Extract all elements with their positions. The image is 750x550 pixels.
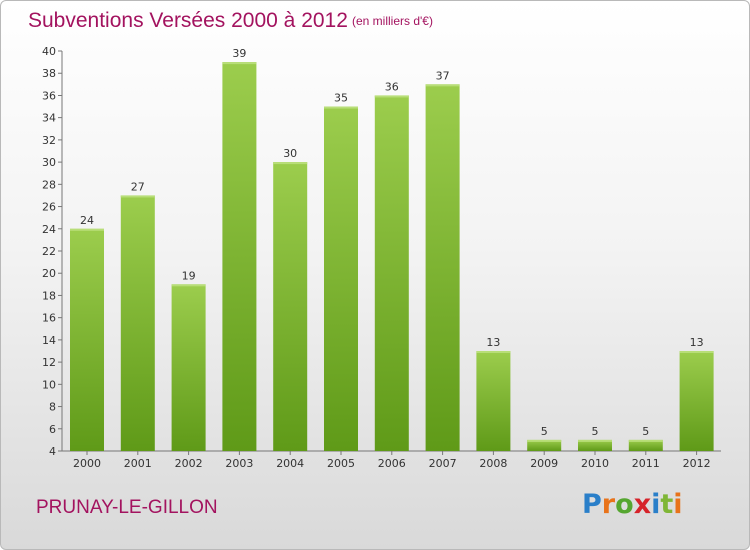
- logo-letter: i: [651, 489, 661, 520]
- bar-highlight: [425, 84, 460, 87]
- y-tick-label: 26: [42, 201, 56, 214]
- x-tick-label: 2006: [378, 457, 406, 470]
- chart-title: Subventions Versées 2000 à 2012: [28, 9, 348, 32]
- logo-letter: P: [582, 489, 602, 520]
- bar-highlight: [70, 228, 104, 231]
- bar-value-label: 39: [232, 47, 246, 60]
- logo-letter: x: [633, 489, 652, 520]
- bar-2003: [222, 62, 257, 451]
- y-tick-label: 32: [42, 134, 56, 147]
- x-tick-label: 2008: [479, 457, 507, 470]
- bar-highlight: [679, 351, 714, 353]
- bar-2010: [578, 439, 612, 451]
- y-tick-label: 36: [42, 89, 56, 102]
- bar-highlight: [171, 284, 206, 287]
- bar-highlight: [324, 106, 358, 109]
- logo-letter: t: [660, 489, 674, 520]
- y-tick-label: 22: [42, 245, 56, 258]
- bar-value-label: 19: [182, 269, 196, 282]
- y-tick-label: 10: [42, 378, 56, 391]
- x-tick-label: 2007: [429, 457, 457, 470]
- bar-highlight: [527, 439, 562, 442]
- bar-highlight: [222, 62, 257, 65]
- x-tick-label: 2010: [581, 457, 609, 470]
- bar-value-label: 24: [80, 214, 94, 227]
- bar-value-label: 5: [642, 425, 649, 438]
- y-tick-label: 16: [42, 312, 56, 325]
- y-tick-label: 30: [42, 156, 56, 169]
- x-tick-label: 2012: [683, 457, 711, 470]
- y-tick-label: 12: [42, 356, 56, 369]
- bar-highlight: [578, 439, 612, 442]
- bar-highlight: [273, 162, 308, 165]
- x-tick-label: 2002: [175, 457, 203, 470]
- chart-bars: [70, 62, 714, 452]
- bar-2009: [527, 439, 562, 451]
- chart-subtitle: (en milliers d'€): [352, 14, 433, 28]
- bar-value-label: 36: [385, 80, 399, 93]
- bar-highlight: [374, 95, 409, 98]
- bar-value-label: 37: [436, 69, 450, 82]
- bar-value-label: 5: [541, 425, 548, 438]
- bar-2005: [324, 106, 358, 452]
- logo-letter: i: [673, 489, 683, 520]
- y-tick-label: 28: [42, 178, 56, 191]
- bar-2006: [374, 95, 409, 451]
- bar-highlight: [628, 439, 663, 442]
- bar-2004: [273, 162, 308, 451]
- x-tick-label: 2001: [124, 457, 152, 470]
- bar-2000: [70, 228, 104, 451]
- y-tick-label: 24: [42, 223, 56, 236]
- x-tick-label: 2000: [73, 457, 101, 470]
- y-tick-label: 6: [49, 423, 56, 436]
- x-tick-label: 2003: [225, 457, 253, 470]
- y-tick-label: 34: [42, 112, 56, 125]
- x-tick-label: 2009: [530, 457, 558, 470]
- y-tick-label: 8: [49, 401, 56, 414]
- bar-2001: [120, 195, 155, 451]
- chart-labels: 24 2000 27 2001 19 2002 39 2003 30 2004 35 2005 36 20…: [73, 47, 711, 470]
- commune-name: PRUNAY-LE-GILLON: [36, 497, 218, 518]
- x-tick-label: 2005: [327, 457, 355, 470]
- proxiti-logo: Proxiti: [582, 489, 683, 520]
- bar-2002: [171, 284, 206, 451]
- bar-value-label: 13: [690, 336, 704, 349]
- bar-2012: [679, 351, 714, 451]
- bar-2007: [425, 84, 460, 451]
- y-tick-label: 40: [42, 45, 56, 58]
- bar-2011: [628, 439, 663, 451]
- y-tick-label: 38: [42, 67, 56, 80]
- bar-value-label: 5: [592, 425, 599, 438]
- bar-value-label: 13: [486, 336, 500, 349]
- bar-value-label: 27: [131, 180, 145, 193]
- y-tick-label: 18: [42, 289, 56, 302]
- x-tick-label: 2004: [276, 457, 304, 470]
- y-tick-label: 14: [42, 334, 56, 347]
- bar-highlight: [120, 195, 155, 198]
- bar-value-label: 30: [283, 147, 297, 160]
- y-tick-label: 4: [49, 445, 56, 458]
- y-tick-label: 20: [42, 267, 56, 280]
- bar-value-label: 35: [334, 92, 348, 105]
- logo-letter: r: [601, 489, 616, 520]
- logo-letter: o: [615, 489, 634, 520]
- bar-highlight: [476, 351, 511, 353]
- bar-2008: [476, 351, 511, 451]
- x-tick-label: 2011: [632, 457, 660, 470]
